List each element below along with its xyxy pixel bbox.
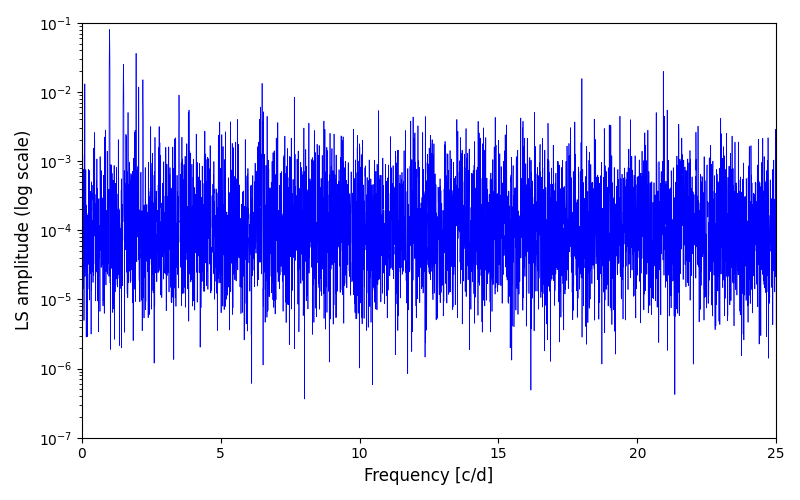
Y-axis label: LS amplitude (log scale): LS amplitude (log scale) [15,130,33,330]
X-axis label: Frequency [c/d]: Frequency [c/d] [364,467,494,485]
